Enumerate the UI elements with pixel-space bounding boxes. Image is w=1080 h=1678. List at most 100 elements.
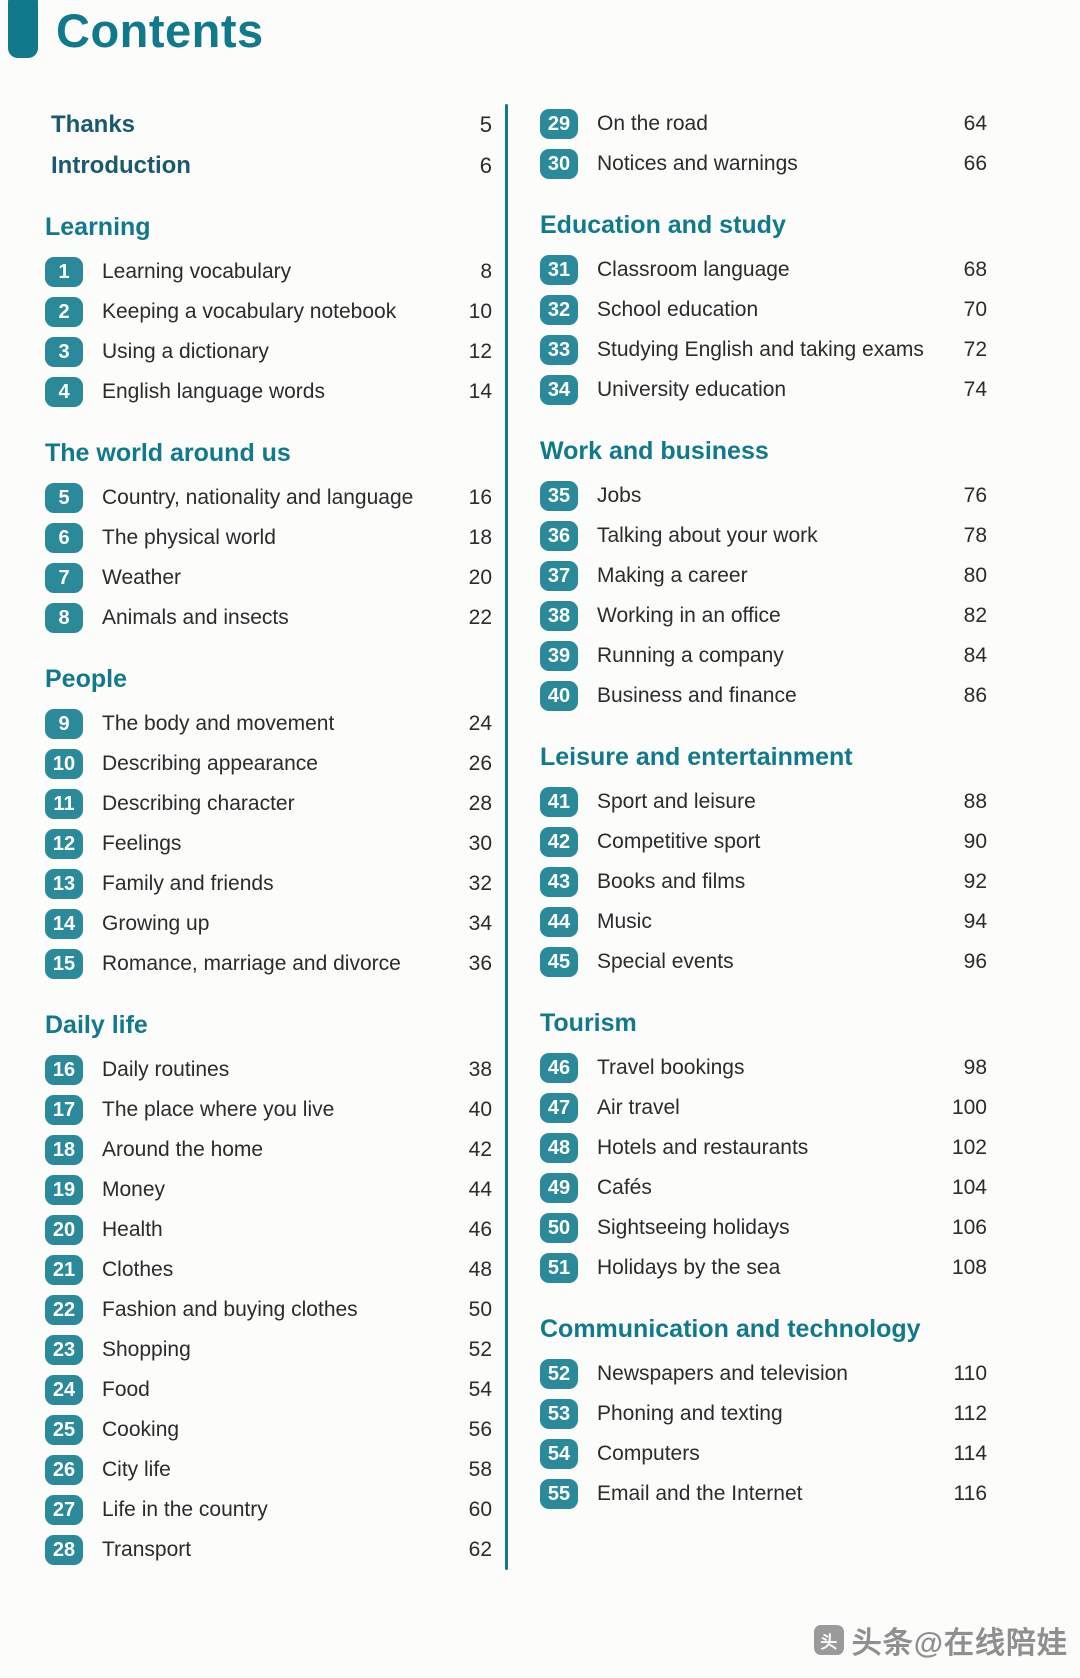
unit-number-badge: 22 <box>45 1295 83 1325</box>
unit-number-badge: 31 <box>540 255 578 285</box>
toc-entry: 41 Sport and leisure 88 <box>540 782 987 822</box>
unit-number-badge: 28 <box>45 1535 83 1565</box>
unit-number-badge: 11 <box>45 789 83 819</box>
toc-entry: 52 Newspapers and television 110 <box>540 1354 987 1394</box>
toc-entry: 43 Books and films 92 <box>540 862 987 902</box>
toc-entry: 38 Working in an office 82 <box>540 596 987 636</box>
page-number: 28 <box>468 792 492 815</box>
page-number: 38 <box>468 1058 492 1081</box>
page-number: 78 <box>963 524 987 547</box>
unit-title: Classroom language <box>597 258 790 281</box>
toc-entry: 54 Computers 114 <box>540 1434 987 1474</box>
unit-number-badge: 39 <box>540 641 578 671</box>
unit-title: Keeping a vocabulary notebook <box>102 300 397 323</box>
watermark-text: 头条@在线陪娃 <box>851 1627 1068 1660</box>
page-number: 8 <box>480 260 492 283</box>
unit-number-badge: 44 <box>540 907 578 937</box>
unit-title: Books and films <box>597 870 746 893</box>
unit-number-badge: 43 <box>540 867 578 897</box>
unit-number-badge: 36 <box>540 521 578 551</box>
toc-entry: 51 Holidays by the sea 108 <box>540 1248 987 1288</box>
toc-entry: 5 Country, nationality and language 16 <box>45 478 492 518</box>
toc-entry: 22 Fashion and buying clothes 50 <box>45 1290 492 1330</box>
page-number: 56 <box>468 1418 492 1441</box>
front-matter-entry: Introduction 6 <box>45 145 492 186</box>
page-number: 112 <box>953 1402 987 1425</box>
unit-title: Growing up <box>102 912 210 935</box>
toc-entry: 31 Classroom language 68 <box>540 250 987 290</box>
toc-entry: 17 The place where you live 40 <box>45 1090 492 1130</box>
toc-entry: 35 Jobs 76 <box>540 476 987 516</box>
unit-number-badge: 2 <box>45 297 83 327</box>
page-number: 110 <box>953 1362 987 1385</box>
unit-title: Business and finance <box>597 684 797 707</box>
unit-number-badge: 47 <box>540 1093 578 1123</box>
title-accent-bar <box>8 0 38 58</box>
unit-title: Feelings <box>102 832 182 855</box>
page-number: 88 <box>963 790 987 813</box>
unit-title: Travel bookings <box>597 1056 745 1079</box>
toc-entry: 7 Weather 20 <box>45 558 492 598</box>
unit-title: Cafés <box>597 1176 652 1199</box>
page-number: 100 <box>951 1096 987 1119</box>
page-number: 26 <box>468 752 492 775</box>
unit-number-badge: 55 <box>540 1479 578 1509</box>
section-heading: Leisure and entertainment <box>540 743 853 771</box>
page-number: 50 <box>468 1298 492 1321</box>
unit-number-badge: 53 <box>540 1399 578 1429</box>
page-number: 82 <box>963 604 987 627</box>
toc-entry: 25 Cooking 56 <box>45 1410 492 1450</box>
unit-title: Around the home <box>102 1138 264 1161</box>
unit-number-badge: 24 <box>45 1375 83 1405</box>
unit-number-badge: 42 <box>540 827 578 857</box>
page-number: 60 <box>468 1498 492 1521</box>
toc-entry: 29 On the road 64 <box>540 104 987 144</box>
unit-title: Running a company <box>597 644 784 667</box>
page-number: 10 <box>468 300 492 323</box>
unit-number-badge: 8 <box>45 603 83 633</box>
page-number: 116 <box>953 1482 987 1505</box>
column-divider <box>505 104 508 1570</box>
page-number: 96 <box>963 950 987 973</box>
unit-title: School education <box>597 298 759 321</box>
unit-number-badge: 21 <box>45 1255 83 1285</box>
unit-title: University education <box>597 378 787 401</box>
unit-title: Weather <box>102 566 181 589</box>
section-heading: Learning <box>45 213 151 241</box>
toc-entry: 14 Growing up 34 <box>45 904 492 944</box>
unit-number-badge: 4 <box>45 377 83 407</box>
page-number: 36 <box>468 952 492 975</box>
unit-title: Fashion and buying clothes <box>102 1298 358 1321</box>
unit-number-badge: 6 <box>45 523 83 553</box>
toc-entry: 13 Family and friends 32 <box>45 864 492 904</box>
toc-entry: 46 Travel bookings 98 <box>540 1048 987 1088</box>
toc-entry: 47 Air travel 100 <box>540 1088 987 1128</box>
page-title: Contents <box>56 4 264 57</box>
page-number: 102 <box>951 1136 987 1159</box>
unit-title: Health <box>102 1218 163 1241</box>
page-number: 52 <box>468 1338 492 1361</box>
toc-entry: 53 Phoning and texting 112 <box>540 1394 987 1434</box>
section-heading: Education and study <box>540 211 786 239</box>
unit-title: Romance, marriage and divorce <box>102 952 401 975</box>
toc-entry: 55 Email and the Internet 116 <box>540 1474 987 1514</box>
unit-number-badge: 27 <box>45 1495 83 1525</box>
toc-entry: 48 Hotels and restaurants 102 <box>540 1128 987 1168</box>
page-number: 22 <box>468 606 492 629</box>
toc-entry: 19 Money 44 <box>45 1170 492 1210</box>
page-number: 76 <box>963 484 987 507</box>
unit-title: Clothes <box>102 1258 174 1281</box>
unit-number-badge: 49 <box>540 1173 578 1203</box>
unit-title: Working in an office <box>597 604 781 627</box>
section-heading: Daily life <box>45 1011 148 1039</box>
page-number: 72 <box>963 338 987 361</box>
toc-entry: 4 English language words 14 <box>45 372 492 412</box>
toc-entry: 44 Music 94 <box>540 902 987 942</box>
unit-title: Transport <box>102 1538 192 1561</box>
unit-number-badge: 41 <box>540 787 578 817</box>
page-number: 14 <box>468 380 492 403</box>
section-heading: Work and business <box>540 437 769 465</box>
unit-number-badge: 26 <box>45 1455 83 1485</box>
page-number: 20 <box>468 566 492 589</box>
